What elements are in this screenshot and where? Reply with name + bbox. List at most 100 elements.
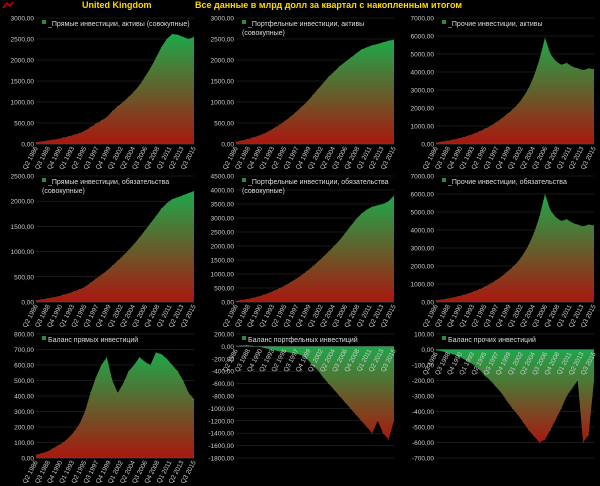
data-point xyxy=(79,132,80,134)
legend-label: Баланс прочих инвестиций xyxy=(448,337,536,344)
data-point xyxy=(295,278,297,280)
data-point xyxy=(446,298,448,300)
data-point xyxy=(577,224,579,225)
data-point xyxy=(555,60,557,62)
data-point xyxy=(539,59,540,60)
data-point xyxy=(311,364,313,366)
y-tick-label: 400,00 xyxy=(14,394,34,401)
legend-label: _Портфельные инвестиции, обязательства (… xyxy=(242,179,389,195)
data-point xyxy=(268,131,270,132)
data-point xyxy=(571,387,573,389)
data-point xyxy=(117,260,119,262)
chart-legend: _Портфельные инвестиции, активы (совокуп… xyxy=(242,20,390,38)
data-point xyxy=(144,76,146,78)
y-tick-label: -1400,00 xyxy=(208,431,234,438)
series-area xyxy=(36,191,194,302)
chart-legend: _Прочие инвестиции, активы xyxy=(442,20,543,29)
country-title: United Kingdom xyxy=(82,0,152,10)
legend-swatch-icon xyxy=(442,178,446,182)
data-point xyxy=(46,140,48,141)
y-tick-label: 3000,00 xyxy=(211,216,235,223)
data-point xyxy=(555,418,557,420)
data-point xyxy=(522,254,524,255)
data-point xyxy=(246,298,248,300)
y-tick-label: 2500,00 xyxy=(211,37,235,44)
series-area xyxy=(36,352,194,458)
data-point xyxy=(451,139,453,141)
data-point xyxy=(566,62,568,64)
data-point xyxy=(84,130,86,131)
data-point xyxy=(101,120,102,121)
data-point xyxy=(528,429,529,431)
y-tick-label: 2000,00 xyxy=(11,199,35,206)
data-point xyxy=(188,38,190,40)
data-point xyxy=(333,245,335,247)
chart-legend: _Прочие инвестиции, обязательства xyxy=(442,178,567,187)
y-tick-label: 3000,00 xyxy=(211,16,235,23)
data-point xyxy=(377,43,379,45)
data-point xyxy=(155,215,157,217)
chart-panel-5: 0,00 500,00 1000,00 1500,00 2000,00 2500,00 30… xyxy=(200,172,400,330)
chart-svg: 0,00 500,00 1000,00 1500,00 2000,00 2500,00 30… xyxy=(11,16,198,171)
data-point xyxy=(171,364,173,366)
y-tick-label: 2500,00 xyxy=(11,37,35,44)
data-point xyxy=(501,392,502,394)
data-point xyxy=(495,122,497,123)
data-point xyxy=(235,345,237,347)
data-point xyxy=(106,270,108,272)
data-point xyxy=(490,283,491,285)
chart-panel-6: 0,00 1000,00 2000,00 3000,00 4000,00 5000,00 6… xyxy=(400,172,600,330)
data-point xyxy=(484,375,486,377)
y-tick-label: -1200,00 xyxy=(208,418,234,425)
chart-svg: -1800,00 -1600,00 -1400,00 -1200,00 -1000,00… xyxy=(208,332,398,463)
data-point xyxy=(462,358,464,360)
y-tick-label: 2000,00 xyxy=(411,264,435,271)
y-tick-label: -300,00 xyxy=(412,394,434,401)
data-point xyxy=(355,219,357,220)
data-point xyxy=(366,426,368,428)
y-tick-label: 6000,00 xyxy=(411,192,435,199)
data-point xyxy=(122,101,124,103)
data-point xyxy=(122,255,124,256)
data-point xyxy=(382,432,384,434)
data-point xyxy=(446,140,448,142)
data-point xyxy=(35,141,37,143)
chart-legend: Баланс портфельных инвестиций xyxy=(242,336,358,345)
data-point xyxy=(41,452,42,454)
data-point xyxy=(177,370,179,372)
data-point xyxy=(317,261,319,263)
data-point xyxy=(468,361,470,363)
data-point xyxy=(484,128,486,130)
chart-legend: _Прямые инвестиции, активы (совокупные) xyxy=(42,20,190,29)
data-point xyxy=(393,420,395,422)
y-tick-label: 1000,00 xyxy=(11,100,35,107)
data-point xyxy=(322,377,324,378)
y-tick-label: 3500,00 xyxy=(211,202,235,209)
data-point xyxy=(506,271,508,273)
data-point xyxy=(241,299,242,301)
data-point xyxy=(446,352,448,353)
data-point xyxy=(582,69,584,71)
data-point xyxy=(501,118,502,120)
data-point xyxy=(539,442,540,443)
data-point xyxy=(511,109,513,111)
y-tick-label: 500,00 xyxy=(214,286,234,293)
data-point xyxy=(566,395,568,397)
data-point xyxy=(588,68,589,69)
data-point xyxy=(166,38,168,40)
data-point xyxy=(241,140,242,141)
data-point xyxy=(139,237,140,238)
y-tick-label: 100,00 xyxy=(414,332,434,339)
chart-svg: 0,00 1000,00 2000,00 3000,00 4000,00 5000,00 6… xyxy=(411,16,598,171)
data-point xyxy=(262,133,264,135)
data-point xyxy=(301,106,302,108)
y-tick-label: 2500,00 xyxy=(11,174,35,181)
data-point xyxy=(388,439,389,440)
data-point xyxy=(41,299,42,300)
data-point xyxy=(111,265,113,267)
y-tick-label: 1500,00 xyxy=(11,224,35,231)
data-point xyxy=(90,282,91,284)
data-point xyxy=(360,49,362,50)
data-point xyxy=(550,209,551,211)
data-point xyxy=(350,408,351,409)
